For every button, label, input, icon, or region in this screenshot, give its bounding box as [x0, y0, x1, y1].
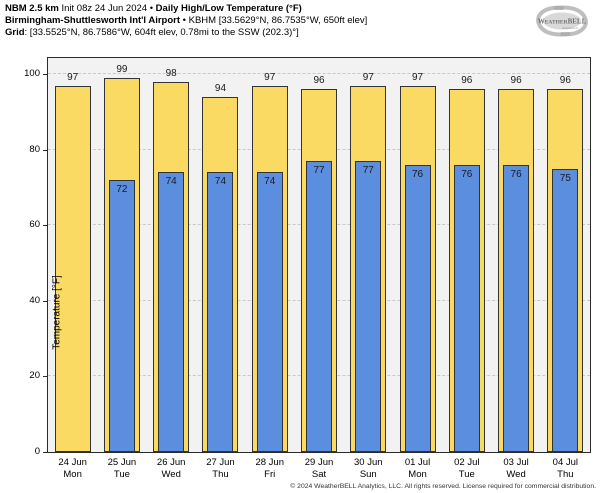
high-value-label: 94: [214, 82, 227, 94]
weatherbell-swirl-icon: WEATHERBELL Analytics LLC: [536, 5, 588, 37]
high-value-label: 96: [461, 75, 473, 87]
low-value-label: 77: [313, 165, 325, 177]
weatherbell-logo: WEATHERBELL Analytics LLC: [530, 4, 594, 38]
y-tick-mark: [43, 74, 47, 76]
y-tick-label-60: 60: [29, 219, 40, 231]
low-value-label: 77: [362, 165, 374, 177]
svg-text:Analytics LLC: Analytics LLC: [562, 26, 578, 30]
gridline-100: [48, 73, 590, 75]
x-tick-date: 02 Jul: [454, 457, 480, 468]
y-tick-label-100: 100: [24, 68, 40, 80]
y-axis-title: Temperature [°F]: [51, 275, 63, 350]
high-value-label: 99: [116, 64, 128, 76]
x-tick-date: 29 Jun: [304, 457, 334, 468]
x-tick-date: 04 Jul: [552, 457, 579, 468]
low-value-label: 74: [264, 176, 276, 188]
x-tick-label: 03 Jul Wed: [484, 457, 548, 480]
low-value-label: 76: [461, 168, 473, 180]
header-text-segment: Daily High/Low Temperature (°F): [155, 3, 302, 14]
x-tick-date: 01 Jul: [404, 457, 431, 468]
svg-text:WEATHERBELL: WEATHERBELL: [538, 18, 587, 26]
header-line-title: NBM 2.5 km Init 08z 24 Jun 2024 • Daily …: [5, 3, 367, 15]
x-tick-date: 03 Jul: [503, 457, 529, 468]
header-text-segment: NBM 2.5 km: [5, 3, 59, 14]
y-tick-mark: [43, 225, 47, 227]
x-tick-day: Wed: [161, 468, 181, 480]
x-tick-day: Tue: [458, 468, 475, 480]
low-bar: [404, 164, 431, 452]
x-tick-label: 28 Jun Fri: [238, 457, 302, 480]
y-tick-label-40: 40: [29, 294, 40, 306]
plot-area: 97 99 72 98 74 94 74 97 74 96 77 97 77 97 76 96 76 96 76 96…: [47, 57, 591, 453]
x-tick-day: Sun: [359, 468, 377, 480]
y-tick-label-20: 20: [29, 370, 40, 382]
low-value-label: 74: [165, 176, 177, 188]
x-tick-label: 25 Jun Tue: [90, 457, 154, 480]
low-value-label: 72: [116, 184, 128, 196]
low-value-label: 76: [510, 168, 522, 180]
y-tick-mark: [43, 452, 47, 453]
header-text-segment: • KBHM [33.5629°N, 86.7535°W, 650ft elev…: [180, 15, 368, 26]
x-tick-day: Thu: [557, 468, 574, 480]
high-value-label: 97: [264, 71, 276, 83]
x-tick-day: Mon: [408, 468, 427, 480]
low-bar: [108, 180, 135, 452]
low-bar: [552, 168, 579, 452]
header-text-segment: Init 08z 24 Jun 2024 •: [58, 3, 156, 14]
y-tick-mark: [43, 149, 47, 151]
low-bar: [355, 161, 382, 452]
header-text-segment: Birmingham-Shuttlesworth Int'l Airport: [5, 15, 181, 26]
x-tick-date: 24 Jun: [58, 457, 87, 468]
header-text-segment: : [33.5525°N, 86.7586°W, 604ft elev, 0.7…: [24, 27, 299, 38]
x-tick-label: 27 Jun Thu: [188, 457, 252, 480]
high-value-label: 97: [362, 71, 374, 83]
x-tick-date: 28 Jun: [255, 457, 284, 468]
header-line-grid: Grid: [33.5525°N, 86.7586°W, 604ft elev,…: [5, 27, 367, 39]
y-tick-label-80: 80: [29, 143, 40, 155]
chart-header: NBM 2.5 km Init 08z 24 Jun 2024 • Daily …: [5, 3, 367, 39]
low-bar: [503, 164, 530, 452]
low-bar: [207, 172, 234, 452]
low-value-label: 75: [559, 172, 571, 184]
high-value-label: 98: [165, 67, 177, 79]
x-tick-day: Tue: [113, 468, 130, 480]
high-bar: [54, 85, 91, 452]
y-tick-mark: [43, 300, 47, 302]
x-tick-day: Thu: [212, 468, 229, 480]
x-tick-label: 01 Jul Mon: [386, 457, 450, 480]
low-bar: [453, 164, 480, 452]
high-value-label: 96: [559, 75, 571, 87]
x-tick-date: 27 Jun: [206, 457, 235, 468]
x-tick-day: Sat: [311, 468, 327, 480]
copyright-footer: © 2024 WeatherBELL Analytics, LLC. All r…: [290, 483, 596, 490]
x-tick-label: 02 Jul Tue: [435, 457, 499, 480]
y-tick-mark: [43, 376, 47, 378]
x-tick-date: 30 Jun: [354, 457, 383, 468]
header-line-station: Birmingham-Shuttlesworth Int'l Airport •…: [5, 15, 367, 27]
x-tick-day: Mon: [63, 468, 82, 480]
y-tick-label-0: 0: [34, 446, 40, 457]
high-value-label: 97: [67, 71, 79, 83]
x-tick-day: Fri: [264, 468, 276, 480]
high-value-label: 96: [313, 75, 325, 87]
high-value-label: 97: [411, 71, 424, 83]
x-tick-date: 26 Jun: [156, 457, 186, 468]
x-tick-label: 26 Jun Wed: [139, 457, 203, 480]
low-bar: [306, 161, 332, 452]
x-tick-label: 04 Jul Thu: [533, 457, 597, 480]
low-bar: [158, 172, 185, 452]
x-tick-label: 24 Jun Mon: [41, 457, 105, 480]
low-bar: [256, 172, 283, 452]
x-tick-day: Wed: [506, 468, 526, 480]
high-value-label: 96: [510, 75, 522, 87]
x-tick-label: 29 Jun Sat: [287, 457, 351, 480]
low-value-label: 74: [214, 176, 227, 188]
x-tick-date: 25 Jun: [107, 457, 137, 468]
low-value-label: 76: [411, 168, 424, 180]
x-tick-label: 30 Jun Sun: [336, 457, 400, 480]
header-text-segment: Grid: [5, 27, 25, 38]
